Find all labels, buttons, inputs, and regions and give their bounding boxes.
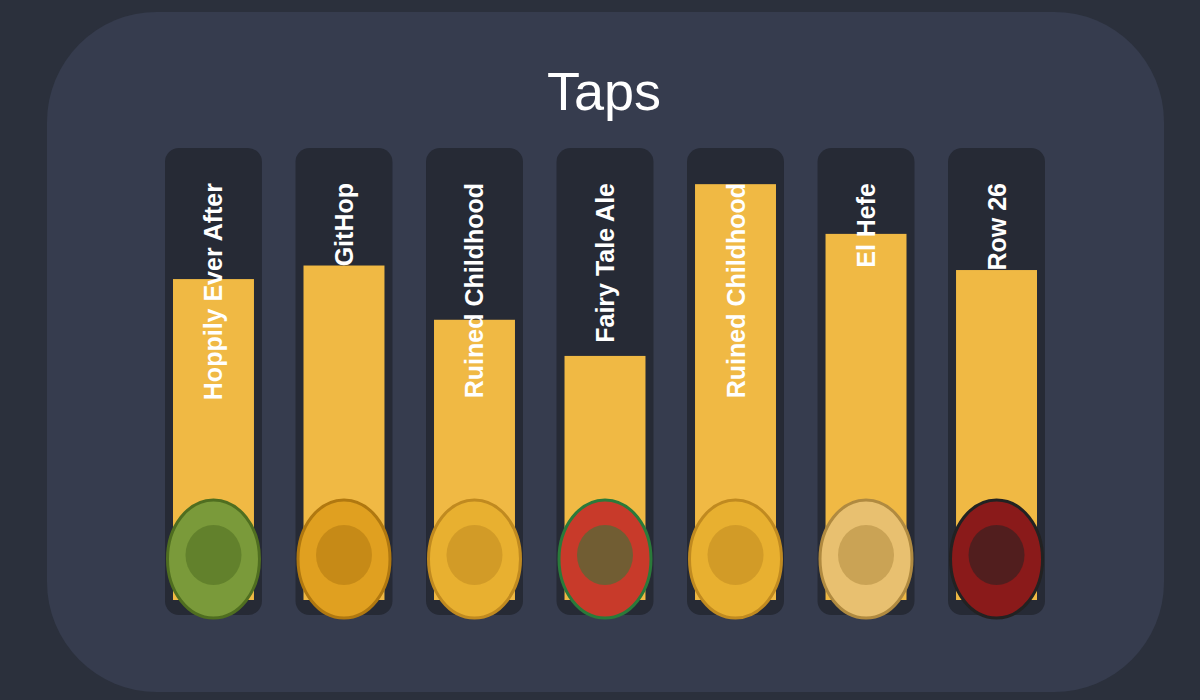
background [0,0,1200,700]
logo [559,500,651,618]
category-labels: Hoppily Ever After GitHop Ruined Childhood… [199,183,1010,400]
category-label: Hoppily Ever After [199,183,227,400]
tracks [165,148,1045,615]
category-label: Row 26 [983,183,1011,271]
logo-emblem [969,525,1025,585]
category-label: Ruined Childhood [722,183,750,398]
logo [167,500,259,618]
chart: Taps Hoppily Ever After GitHop Ruined Child… [0,0,1200,700]
logo-emblem [838,525,894,585]
logos [167,500,1042,618]
logo-emblem [316,525,372,585]
title: Taps [547,61,661,121]
logo-emblem [708,525,764,585]
logo-emblem [577,525,633,585]
card [47,12,1164,692]
logo [298,500,390,618]
logo [428,500,520,618]
logo-emblem [446,525,502,585]
category-label: Fairy Tale Ale [591,183,619,343]
logo [951,500,1043,618]
logo [690,500,782,618]
category-label: El Hefe [852,183,880,268]
logo [820,500,912,618]
category-label: Ruined Childhood [460,183,488,398]
logo-emblem [185,525,241,585]
category-label: GitHop [330,183,358,266]
